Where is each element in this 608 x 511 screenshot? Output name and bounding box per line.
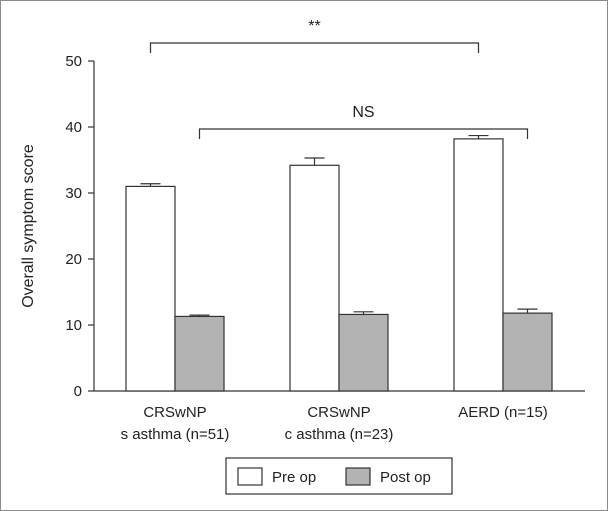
y-tick-label: 30 bbox=[65, 185, 82, 202]
pre-op-bar bbox=[125, 185, 176, 392]
significance-label: ** bbox=[308, 18, 320, 35]
post-op-bar bbox=[502, 312, 553, 392]
y-axis-label: Overall symptom score bbox=[20, 144, 37, 308]
y-tick-label: 0 bbox=[74, 383, 82, 400]
significance-bracket bbox=[198, 128, 529, 139]
x-tick-label: s asthma (n=51) bbox=[121, 426, 230, 443]
legend-label: Pre op bbox=[272, 469, 316, 486]
bars bbox=[125, 134, 553, 392]
post-op-bar bbox=[174, 315, 225, 392]
legend-label: Post op bbox=[380, 469, 431, 486]
significance-label: NS bbox=[352, 104, 374, 121]
legend-box bbox=[225, 457, 453, 495]
significance-brackets: ** NS bbox=[149, 18, 529, 139]
x-tick-label: c asthma (n=23) bbox=[285, 426, 394, 443]
significance-bracket bbox=[149, 42, 480, 53]
x-tick-label: AERD (n=15) bbox=[458, 404, 548, 421]
x-tick-label: CRSwNP bbox=[143, 404, 206, 421]
y-tick-label: 10 bbox=[65, 317, 82, 334]
y-tick-label: 50 bbox=[65, 53, 82, 70]
pre-op-bar bbox=[453, 138, 504, 392]
y-tick-label: 40 bbox=[65, 119, 82, 136]
x-tick-label: CRSwNP bbox=[307, 404, 370, 421]
pre-op-bar bbox=[289, 164, 340, 392]
legend: Pre op Post op bbox=[225, 457, 453, 495]
x-tick-labels: CRSwNP s asthma (n=51) CRSwNP c asthma (n=2… bbox=[121, 404, 548, 443]
legend-swatch bbox=[237, 467, 263, 486]
post-op-bar bbox=[338, 313, 389, 392]
legend-swatch bbox=[345, 467, 371, 486]
y-tick-label: 20 bbox=[65, 251, 82, 268]
